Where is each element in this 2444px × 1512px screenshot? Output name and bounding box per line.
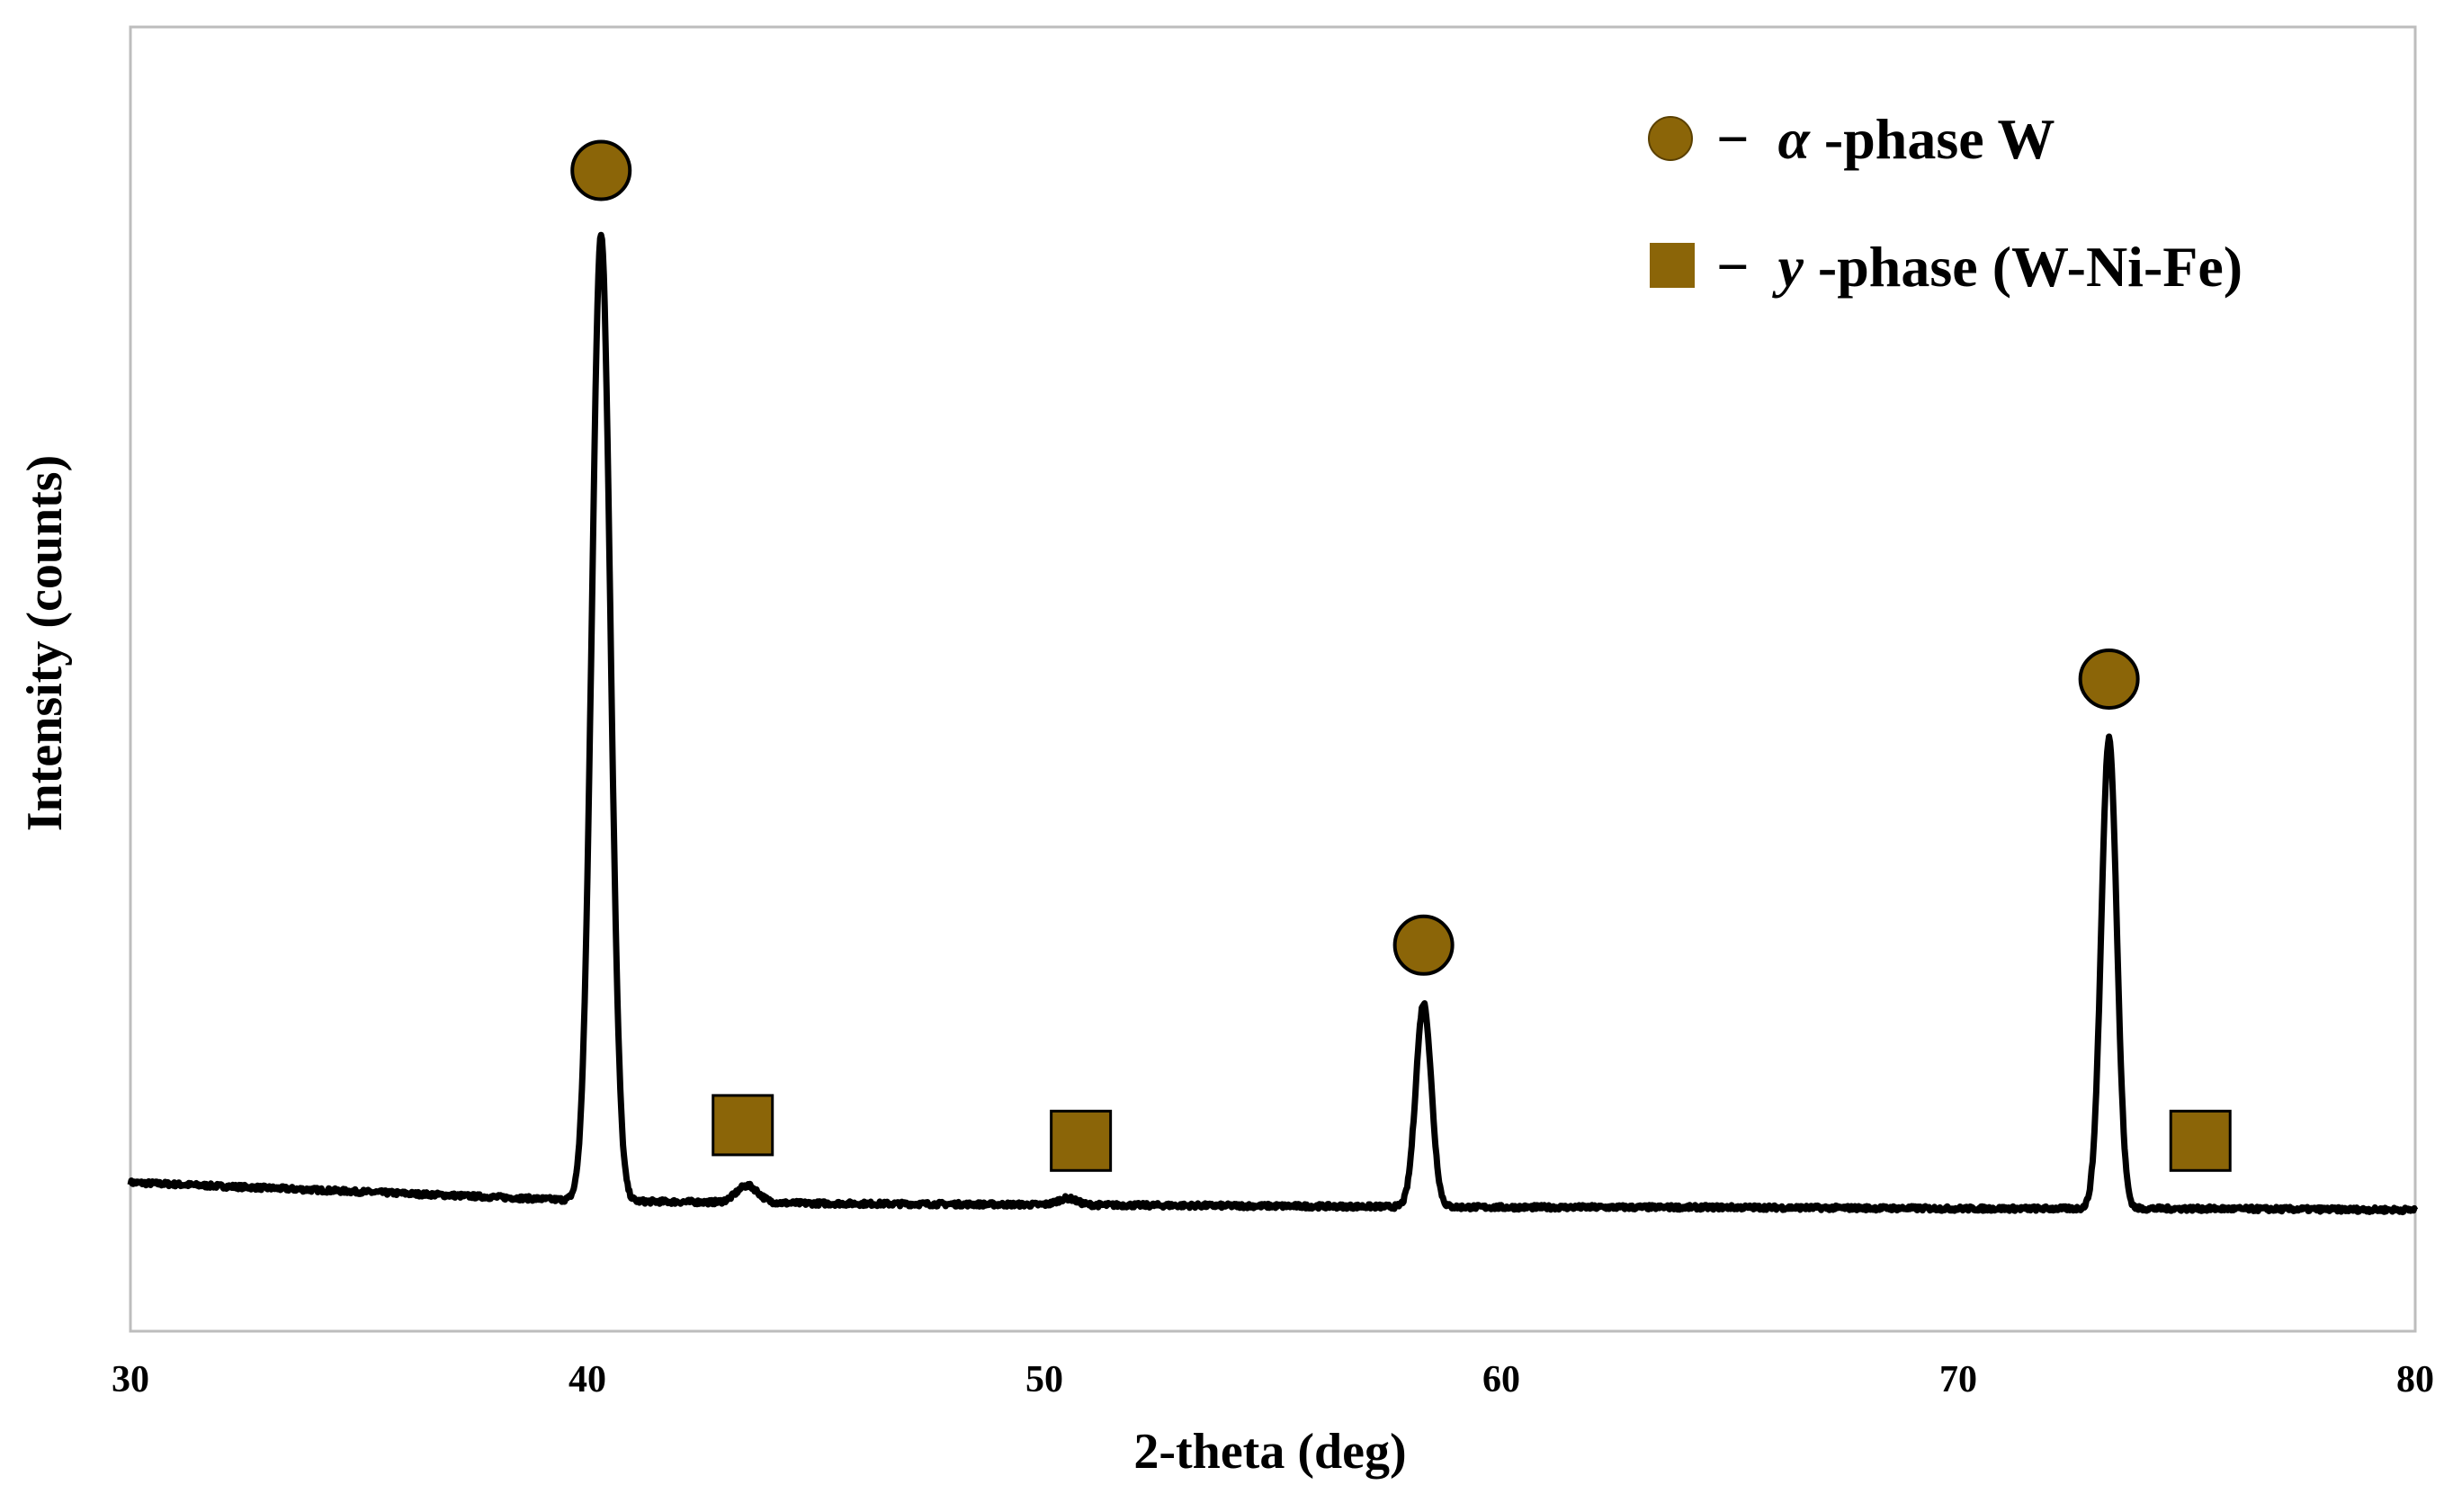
x-tick-label-80: 80	[2396, 1359, 2434, 1400]
x-tick-label-60: 60	[1482, 1359, 1520, 1400]
legend-alpha-greek: α	[1777, 107, 1811, 171]
y-axis-label: Intensity (counts)	[17, 455, 73, 831]
gamma-phase-marker-1	[712, 1094, 774, 1157]
gamma-phase-marker-5	[2169, 1109, 2232, 1172]
x-tick-label-70: 70	[1939, 1359, 1977, 1400]
legend-gamma-dash: −	[1716, 235, 1749, 299]
legend: − α -phase W − y -phase (W-Ni-Fe)	[1648, 107, 2243, 299]
legend-alpha-text: − α -phase W	[1716, 107, 2055, 171]
legend-alpha-marker	[1648, 116, 1693, 161]
x-tick-label-30: 30	[112, 1359, 149, 1400]
x-axis-label: 2-theta (deg)	[1133, 1424, 1406, 1480]
x-tick-label-40: 40	[568, 1359, 606, 1400]
legend-alpha-dash: −	[1716, 107, 1749, 171]
legend-gamma-label: -phase (W-Ni-Fe)	[1818, 235, 2243, 299]
phase-markers	[570, 139, 2232, 1172]
alpha-phase-marker-0	[570, 139, 632, 201]
x-tick-label-50: 50	[1025, 1359, 1063, 1400]
x-tick-labels: 30 40 50 60 70 80	[112, 1359, 2434, 1400]
gamma-phase-marker-2	[1050, 1109, 1113, 1172]
legend-gamma-text: − y -phase (W-Ni-Fe)	[1716, 235, 2243, 299]
alpha-phase-marker-4	[2078, 649, 2140, 710]
legend-alpha-label: -phase W	[1824, 107, 2055, 171]
legend-gamma-marker	[1650, 243, 1695, 288]
alpha-phase-marker-3	[1392, 914, 1455, 976]
plot-area-frame	[129, 25, 2417, 1333]
legend-gamma-greek: y	[1771, 235, 1804, 299]
xrd-pattern-line	[127, 231, 2419, 1216]
